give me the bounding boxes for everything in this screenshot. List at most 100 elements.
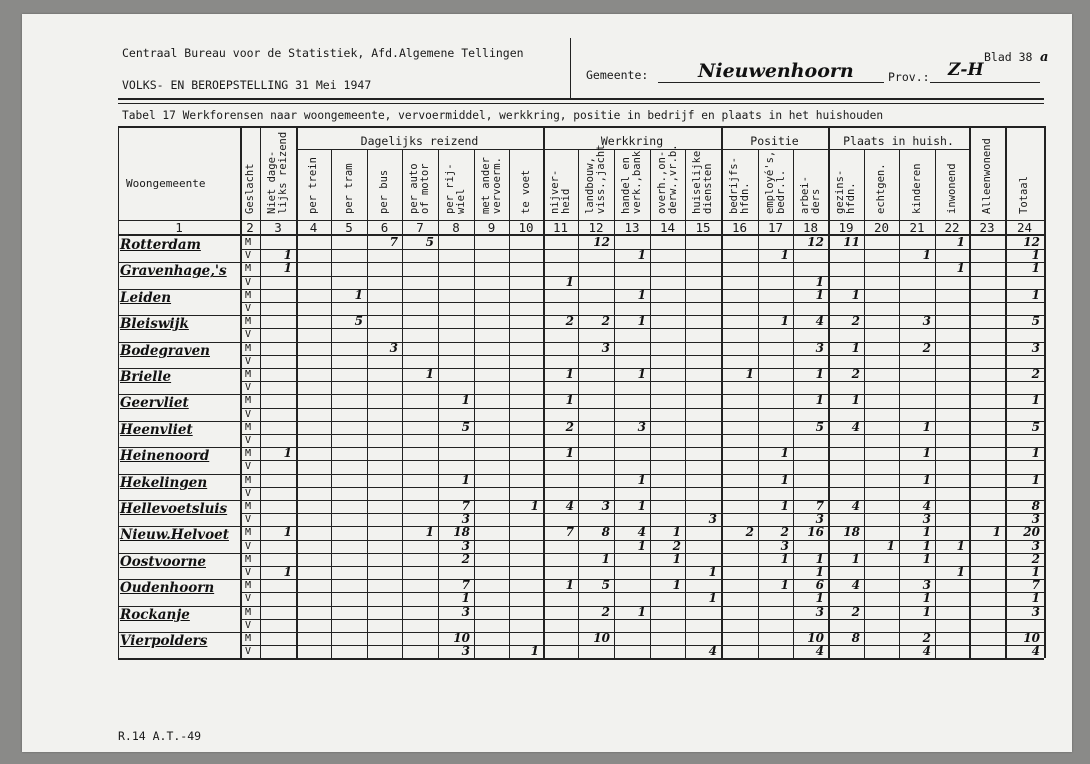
column-header-line: derw.,vr.b. (666, 144, 679, 214)
column-number: 14 (659, 220, 676, 235)
cell-value: 1 (425, 367, 434, 381)
column-header-line: hfdn. (845, 182, 857, 214)
cell-value: 7 (389, 235, 398, 249)
cell-value: 8 (601, 525, 610, 540)
sub-row-rule (240, 539, 1044, 541)
column-rule (1044, 126, 1046, 659)
column-number: 17 (767, 220, 784, 235)
cell-value: 1 (851, 551, 860, 566)
cell-value: 3 (1031, 512, 1040, 527)
group-underline (543, 149, 721, 150)
cell-value: 1 (922, 538, 931, 553)
column-number: 22 (944, 220, 960, 235)
sex-label-v: V (245, 303, 252, 314)
sub-row-rule (240, 460, 1044, 462)
cell-value: 8 (851, 631, 860, 645)
column-number: 4 (309, 220, 318, 235)
woongemeente-name: Oostvoorne (120, 553, 206, 570)
column-header-line: verk.,bank (631, 150, 643, 214)
cell-value: 4 (922, 644, 931, 659)
column-header-line: te voet (519, 169, 532, 214)
cell-value: 2 (780, 525, 789, 540)
column-rule (474, 149, 475, 659)
sub-row-rule (240, 249, 1044, 251)
column-header-line: per trein (307, 157, 319, 214)
cell-value: 3 (637, 419, 646, 434)
column-rule (721, 126, 723, 659)
cell-value: 1 (956, 565, 965, 579)
cell-value: 4 (815, 314, 824, 329)
cell-value: 10 (593, 631, 610, 645)
column-header-22: inwonend (946, 163, 958, 214)
column-rule (240, 126, 242, 659)
census-form-sheet: Centraal Bureau voor de Statistiek, Afd.… (22, 14, 1072, 752)
sex-label-v: V (245, 382, 252, 394)
cell-value: 12 (1023, 235, 1040, 249)
column-header-line: hfdn. (738, 182, 751, 214)
cell-value: 1 (886, 538, 895, 553)
woongemeente-name: Hellevoetsluis (120, 501, 228, 517)
cell-value: 4 (637, 525, 646, 540)
woongemeente-name: Heinenoord (120, 448, 210, 465)
woongemeente-name: Geervliet (120, 395, 189, 412)
cell-value: 2 (672, 538, 681, 553)
sex-label-m: M (245, 527, 252, 539)
column-rule (1005, 126, 1007, 659)
cell-value: 2 (565, 314, 574, 329)
cell-value: 18 (453, 525, 470, 540)
row-rule (118, 420, 1044, 422)
cell-value: 1 (1031, 472, 1040, 487)
sex-label-v: V (245, 355, 252, 367)
row-rule (118, 605, 1044, 607)
column-number: 13 (624, 220, 640, 235)
cell-value: 3 (780, 538, 789, 553)
cell-value: 2 (1031, 367, 1040, 381)
cell-value: 1 (565, 367, 574, 381)
cell-value: 1 (1031, 591, 1040, 606)
group-header-werkkring: Werkkring (600, 134, 664, 148)
cell-value: 4 (851, 419, 860, 434)
cell-value: 1 (283, 565, 292, 579)
column-header-line: per bus (378, 169, 390, 214)
column-header-20: echtgen. (875, 163, 887, 214)
column-header-21: kinderen (911, 163, 923, 214)
cell-value: 7 (461, 499, 470, 513)
sub-row-rule (240, 566, 1044, 567)
column-number: 7 (416, 220, 424, 235)
column-number: 18 (802, 220, 819, 235)
cell-value: 3 (1031, 340, 1040, 355)
column-header-9: met ander vervoerm. (480, 157, 503, 214)
cell-value: 18 (843, 525, 860, 540)
sex-label-v: V (245, 514, 252, 526)
column-header-line: heid (559, 188, 572, 214)
table-top-rule (118, 126, 1044, 128)
cell-value: 1 (601, 551, 610, 566)
cell-value: 1 (956, 261, 965, 276)
form-code: R.14 A.T.-49 (118, 729, 202, 743)
column-rule (614, 149, 615, 659)
cell-value: 1 (851, 340, 860, 355)
cell-value: 1 (1031, 261, 1040, 276)
row-rule (118, 447, 1044, 449)
row-rule (118, 500, 1044, 501)
cell-value: 2 (851, 314, 860, 329)
sub-row-rule (240, 381, 1044, 383)
column-rule (935, 149, 936, 659)
cell-value: 1 (922, 472, 931, 487)
cell-value: 10 (807, 631, 824, 645)
column-number: 19 (838, 220, 854, 235)
column-header-19: gezins-hfdn. (834, 170, 857, 214)
cell-value: 1 (637, 604, 646, 619)
cell-value: 7 (565, 525, 574, 540)
cell-value: 5 (354, 314, 363, 329)
cell-value: 12 (807, 235, 824, 249)
cell-value: 1 (1031, 248, 1040, 263)
cell-value: 1 (745, 367, 754, 381)
column-header-line: diensten (702, 163, 714, 214)
column-number: 11 (552, 220, 569, 235)
cell-value: 4 (1031, 644, 1040, 659)
column-header-line: bedrijfs- (727, 157, 740, 214)
cell-value: 3 (461, 644, 470, 659)
column-header-line: wiel (455, 188, 467, 214)
column-rule (969, 126, 971, 659)
